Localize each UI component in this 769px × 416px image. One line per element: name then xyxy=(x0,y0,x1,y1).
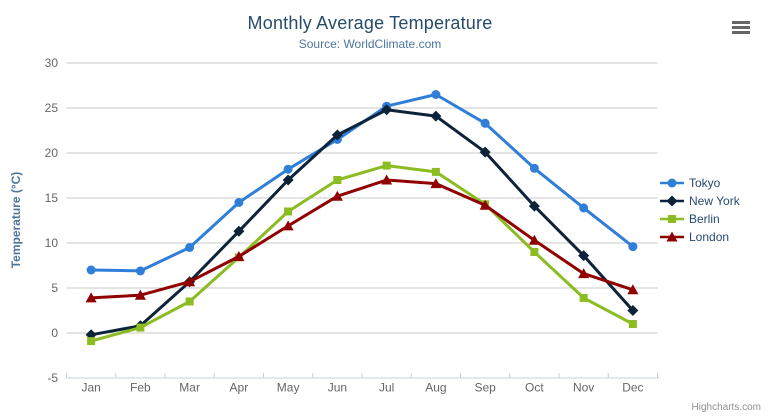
x-tick-label: Mar xyxy=(179,381,200,395)
data-point-london[interactable] xyxy=(430,178,442,189)
series-line-london[interactable] xyxy=(89,178,635,300)
x-tick-label: Oct xyxy=(525,381,544,395)
y-tick-label: 20 xyxy=(45,146,59,160)
data-point-berlin[interactable] xyxy=(284,207,293,216)
chart-subtitle: Source: WorldClimate.com xyxy=(298,37,442,51)
legend: Tokyo New York Berlin London xyxy=(660,175,740,245)
data-point-tokyo[interactable] xyxy=(480,118,490,128)
y-tick-label: 30 xyxy=(45,56,59,70)
data-point-london[interactable] xyxy=(627,284,639,295)
data-point-berlin[interactable] xyxy=(87,337,96,346)
data-point-new-york[interactable] xyxy=(479,146,491,158)
series-line-new-york[interactable] xyxy=(89,108,635,337)
chart-title: Monthly Average Temperature xyxy=(247,13,493,33)
data-point-tokyo[interactable] xyxy=(185,243,195,252)
x-tick-label: Dec xyxy=(622,381,643,395)
series-line-berlin[interactable] xyxy=(89,164,635,343)
x-tick-label: Apr xyxy=(230,381,249,395)
x-tick-label: Jul xyxy=(379,381,394,395)
data-point-london[interactable] xyxy=(479,199,491,210)
legend-marker-circle-icon xyxy=(660,178,684,188)
x-tick-label: May xyxy=(277,381,300,395)
data-point-tokyo[interactable] xyxy=(135,266,145,276)
x-tick-label: Feb xyxy=(130,381,151,395)
legend-item-tokyo[interactable]: Tokyo xyxy=(660,175,740,191)
data-point-berlin[interactable] xyxy=(185,297,194,306)
legend-marker-square-icon xyxy=(660,215,684,223)
data-point-tokyo[interactable] xyxy=(579,203,589,213)
data-point-berlin[interactable] xyxy=(382,161,391,170)
data-point-berlin[interactable] xyxy=(530,248,539,256)
data-point-tokyo[interactable] xyxy=(86,265,96,275)
y-tick-label: 25 xyxy=(45,101,59,115)
y-tick-label: 0 xyxy=(51,326,58,340)
data-point-london[interactable] xyxy=(381,174,393,185)
legend-item-label: New York xyxy=(689,194,740,208)
x-tick-label: Jan xyxy=(81,381,100,395)
data-point-tokyo[interactable] xyxy=(529,163,539,173)
x-tick-label: Sep xyxy=(474,381,496,395)
legend-item-london[interactable]: London xyxy=(660,229,740,245)
data-point-berlin[interactable] xyxy=(333,176,342,184)
legend-item-berlin[interactable]: Berlin xyxy=(660,211,740,227)
data-point-berlin[interactable] xyxy=(136,323,145,332)
data-point-london[interactable] xyxy=(233,251,245,261)
data-point-tokyo[interactable] xyxy=(431,90,441,99)
data-point-london[interactable] xyxy=(331,190,343,201)
data-point-new-york[interactable] xyxy=(627,305,639,316)
export-menu-button[interactable] xyxy=(732,21,750,34)
data-point-tokyo[interactable] xyxy=(283,164,293,174)
y-tick-label: 5 xyxy=(51,281,58,295)
y-tick-label: 10 xyxy=(45,236,59,250)
data-point-new-york[interactable] xyxy=(381,104,393,116)
data-point-tokyo[interactable] xyxy=(628,242,638,252)
data-point-new-york[interactable] xyxy=(430,110,442,122)
data-point-london[interactable] xyxy=(184,276,196,287)
legend-marker-triangle-icon xyxy=(660,231,684,242)
data-point-london[interactable] xyxy=(282,220,294,231)
data-point-berlin[interactable] xyxy=(579,293,588,302)
legend-item-label: Berlin xyxy=(689,212,720,226)
data-point-new-york[interactable] xyxy=(578,250,590,262)
credits-link[interactable]: Highcharts.com xyxy=(691,402,761,413)
data-point-new-york[interactable] xyxy=(528,200,540,212)
data-point-berlin[interactable] xyxy=(431,167,440,176)
legend-item-label: Tokyo xyxy=(689,176,721,190)
x-tick-label: Nov xyxy=(573,381,594,395)
y-tick-label: 15 xyxy=(45,191,59,205)
hamburger-icon xyxy=(732,21,750,24)
x-tick-label: Aug xyxy=(425,381,446,395)
legend-item-new-york[interactable]: New York xyxy=(660,193,740,209)
data-point-london[interactable] xyxy=(578,268,590,279)
legend-item-label: London xyxy=(689,230,730,244)
data-point-tokyo[interactable] xyxy=(234,198,244,207)
data-point-new-york[interactable] xyxy=(282,174,294,186)
data-point-berlin[interactable] xyxy=(628,320,637,328)
data-point-new-york[interactable] xyxy=(331,129,343,141)
data-point-london[interactable] xyxy=(134,289,146,300)
x-tick-label: Jun xyxy=(328,381,347,395)
y-tick-label: -5 xyxy=(47,371,58,385)
data-point-london[interactable] xyxy=(528,234,540,245)
data-point-new-york[interactable] xyxy=(233,225,245,237)
data-point-london[interactable] xyxy=(85,292,97,303)
legend-marker-diamond-icon xyxy=(660,195,684,207)
